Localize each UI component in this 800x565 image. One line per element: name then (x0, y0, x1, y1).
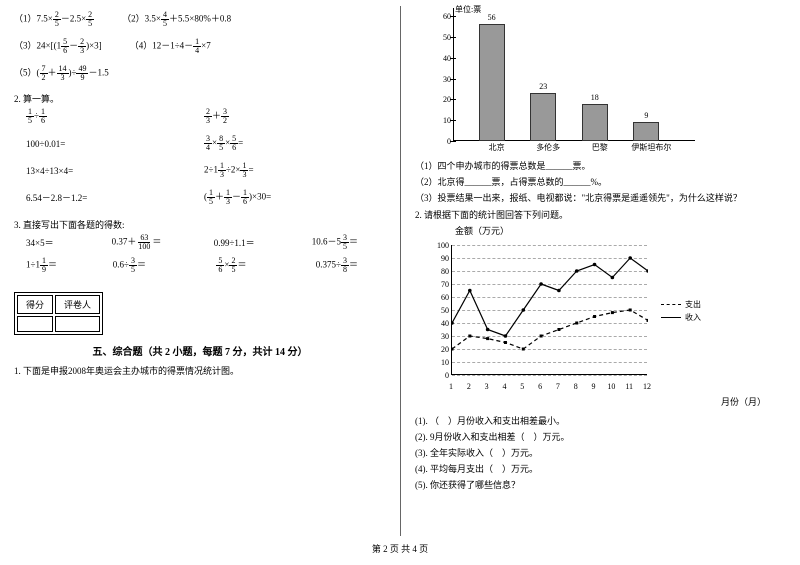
lq4: (4). 平均每月支出（ ）万元。 (415, 462, 786, 475)
bar-chart: 单位:票 010203040506056北京23多伦多18巴黎9伊斯坦布尔 (435, 8, 695, 153)
p1-row1: （1）7.5×25－2.5×25 （2）3.5×45＋5.5×80%＋0.8 (14, 11, 386, 28)
eq-1-5: （5）(72＋143)÷499－1.5 (14, 65, 109, 82)
p2-r2b: 34×85×56= (204, 135, 243, 152)
p3-r1d: 10.6－535＝ (312, 234, 358, 251)
p1-row3: （5）(72＋143)÷499－1.5 (14, 65, 386, 82)
p2-r3: 13×4÷13×4= 2÷113÷2×13= (26, 162, 386, 179)
bar-3 (633, 122, 659, 141)
eq-1-1: （1）7.5×25－2.5×25 (14, 11, 94, 28)
p3-title: 3. 直接写出下面各题的得数: (14, 218, 386, 231)
p3-r1b: 0.37＋63100＝ (112, 234, 186, 251)
p2-r1: 15÷16 23＋32 (26, 108, 386, 125)
p2-title: 2. 算一算。 (14, 92, 386, 105)
x-axis-label: 月份（月） (415, 395, 766, 408)
q5-2: 2. 请根据下面的统计图回答下列问题。 (415, 208, 786, 221)
p2-r1b: 23＋32 (204, 108, 229, 125)
line-legend: 支出 收入 (661, 297, 701, 325)
line-chart: 支出 收入 0102030405060708090100123456789101… (427, 241, 707, 391)
page-footer: 第 2 页 共 4 页 (0, 540, 800, 555)
lq5: (5). 你还获得了哪些信息？ (415, 478, 786, 491)
scorebox-wrap: 得分评卷人 (14, 292, 386, 337)
eq-1-2: （2）3.5×45＋5.5×80%＋0.8 (122, 11, 231, 28)
eq-1-3: （3）24×[(156－23)×3] (14, 38, 102, 55)
bar-q2: （2）北京得______票，占得票总数的______%。 (415, 175, 786, 188)
legend-income: 收入 (661, 312, 701, 323)
bar-q1: （1）四个申办城市的得票总数是______票。 (415, 159, 786, 172)
p2-r2: 100÷0.01= 34×85×56= (26, 135, 386, 152)
bar-q3: （3）投票结果一出来，报纸、电视都说："北京得票是遥遥领先"，为什么这样说？ (415, 191, 786, 204)
line-plot (451, 245, 647, 375)
p3-r1a: 34×5＝ (26, 236, 84, 249)
p3-r2c: 56×25＝ (216, 257, 287, 274)
p2-r3b: 2÷113÷2×13= (204, 162, 254, 179)
p2-r4: 6.54－2.8－1.2= (15＋13－16)×30= (26, 189, 386, 206)
page-container: （1）7.5×25－2.5×25 （2）3.5×45＋5.5×80%＋0.8 （… (0, 0, 800, 540)
lq1: (1). （ ）月份收入和支出相差最小。 (415, 414, 786, 427)
line-chart-title: 金额（万元） (455, 224, 786, 237)
p1-row2: （3）24×[(156－23)×3] （4）12－1÷4－14×7 (14, 38, 386, 55)
score-table: 得分评卷人 (14, 292, 103, 335)
p2-r2a: 100÷0.01= (26, 139, 176, 149)
p3-r2b: 0.6÷35＝ (113, 257, 189, 274)
p2-r4b: (15＋13－16)×30= (204, 189, 271, 206)
eq-1-4: （4）12－1÷4－14×7 (130, 38, 211, 55)
p3-r1: 34×5＝ 0.37＋63100＝ 0.99÷1.1＝ 10.6－535＝ (26, 234, 386, 251)
lq2: (2). 9月份收入和支出相差（ ）万元。 (415, 430, 786, 443)
q5-1: 1. 下面是申报2008年奥运会主办城市的得票情况统计图。 (14, 364, 386, 377)
bar-1 (530, 93, 556, 141)
left-column: （1）7.5×25－2.5×25 （2）3.5×45＋5.5×80%＋0.8 （… (0, 0, 400, 540)
p2-r3a: 13×4÷13×4= (26, 166, 176, 176)
bar-2 (582, 104, 608, 142)
legend-expense: 支出 (661, 299, 701, 310)
p2-r4a: 6.54－2.8－1.2= (26, 191, 176, 204)
right-column: 单位:票 010203040506056北京23多伦多18巴黎9伊斯坦布尔 （1… (401, 0, 800, 540)
lq3: (3). 全年实际收入（ ）万元。 (415, 446, 786, 459)
bar-0 (479, 24, 505, 141)
p3-r1c: 0.99÷1.1＝ (214, 236, 284, 249)
score-c2: 评卷人 (55, 295, 100, 314)
p2-r1a: 15÷16 (26, 108, 176, 125)
section-5-title: 五、综合题（共 2 小题，每题 7 分，共计 14 分） (14, 343, 386, 358)
p3-r2: 1÷119＝ 0.6÷35＝ 56×25＝ 0.375÷38＝ (26, 257, 386, 274)
p3-r2a: 1÷119＝ (26, 257, 85, 274)
score-c1: 得分 (17, 295, 53, 314)
p3-r2d: 0.375÷38＝ (316, 257, 358, 274)
